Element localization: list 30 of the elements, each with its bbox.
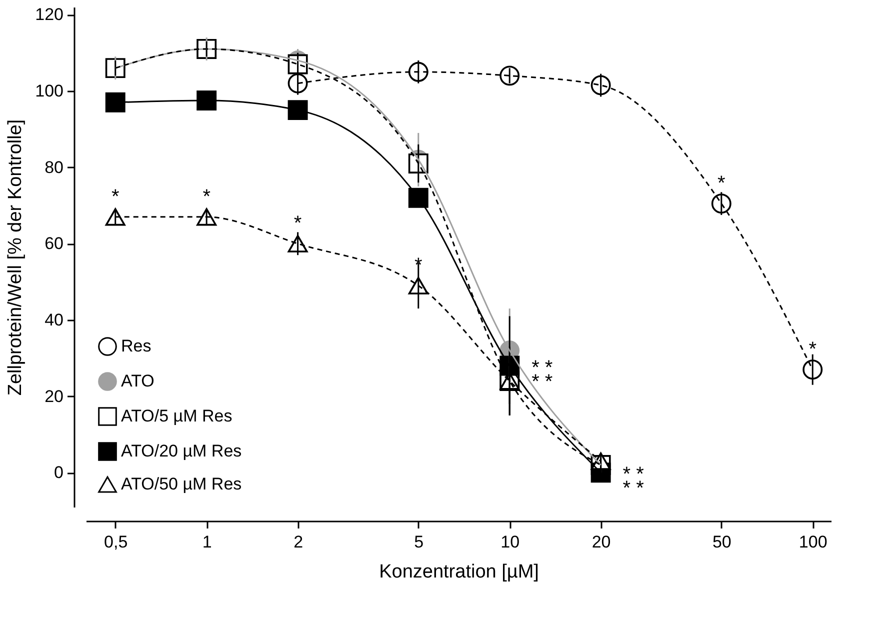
annotation: *: [717, 172, 726, 195]
x-tick-label: 5: [414, 532, 424, 552]
x-tick-label: 20: [592, 532, 611, 552]
annotation: *: [202, 186, 211, 208]
x-tick-label: 2: [294, 532, 304, 552]
legend-label: Res: [121, 336, 152, 356]
y-tick-label: 40: [44, 310, 64, 330]
y-tick-label: 0: [54, 463, 64, 482]
annotation: * * * *: [532, 356, 553, 393]
x-tick-label: 1: [202, 532, 212, 552]
annotation: *: [414, 254, 422, 277]
legend-label: ATO/5 µM Res: [121, 406, 232, 426]
x-tick-label: 50: [712, 532, 732, 552]
y-tick-label: 100: [35, 81, 64, 100]
x-axis-title: Konzentration [µM]: [379, 562, 539, 582]
y-tick-label: 60: [44, 234, 64, 254]
y-tick-label: 120: [35, 5, 64, 24]
y-tick-label: 80: [44, 158, 64, 177]
annotation: * * * *: [622, 464, 644, 500]
y-axis-title: Zellprotein/Well [% der Kontrolle]: [5, 119, 26, 396]
legend-label: ATO/50 µM Res: [121, 474, 242, 494]
x-tick-label: 10: [500, 532, 520, 552]
legend-label: ATO: [121, 372, 154, 390]
annotation: *: [111, 186, 120, 208]
x-tick-label: 100: [798, 532, 828, 552]
y-tick-label: 20: [44, 386, 64, 406]
annotation: *: [808, 338, 817, 361]
annotation: *: [294, 212, 302, 235]
legend-label: ATO/20 µM Res: [121, 442, 242, 460]
x-tick-label: 0,5: [104, 532, 128, 552]
